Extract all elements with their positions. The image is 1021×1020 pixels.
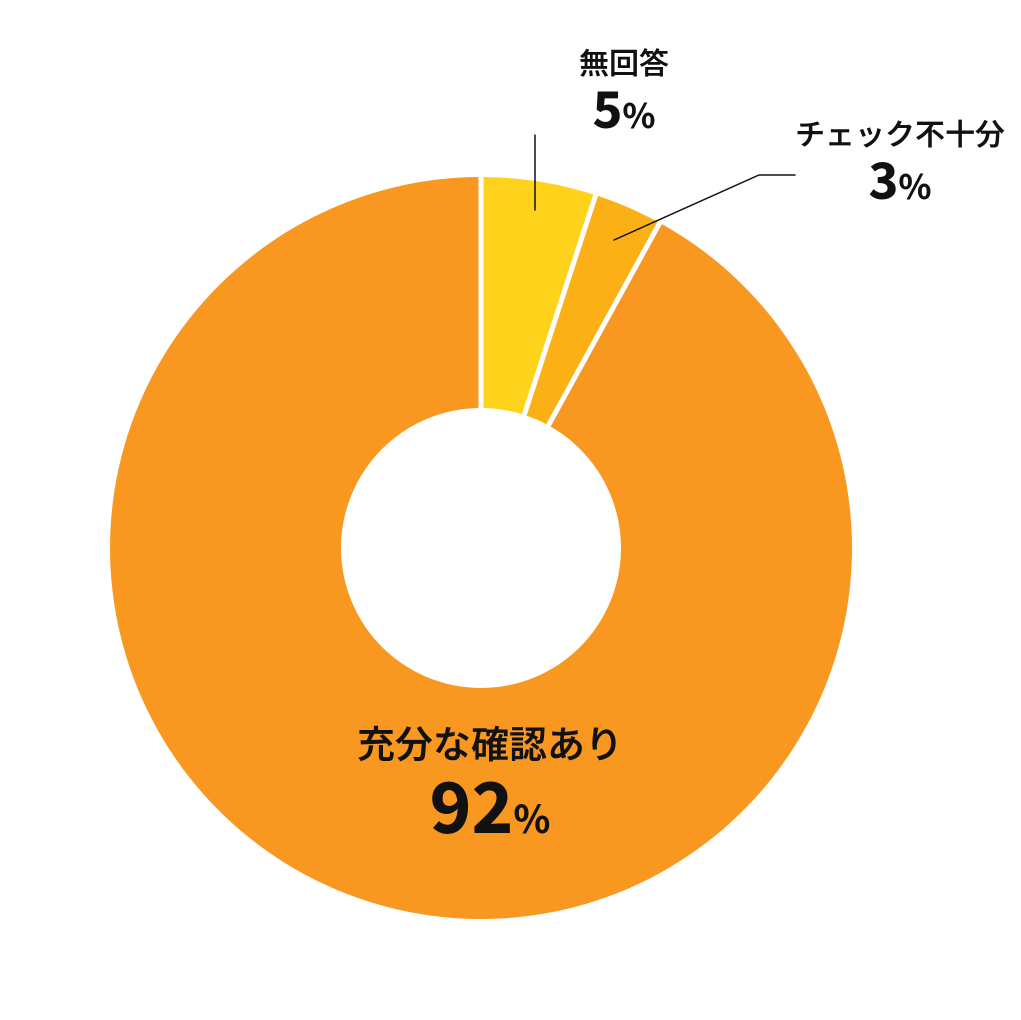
slice-value-sufficient: 92% xyxy=(430,764,551,845)
slice-value-insufficient: 3% xyxy=(868,150,931,208)
slice-name-no-answer: 無回答 xyxy=(524,44,724,79)
slice-label-sufficient: 充分な確認あり 92% xyxy=(330,720,650,844)
slice-label-insufficient: チェック不十分 3% xyxy=(770,115,1021,207)
donut-chart-container: 無回答 5% チェック不十分 3% 充分な確認あり 92% xyxy=(0,0,1021,1020)
slice-label-no-answer: 無回答 5% xyxy=(524,44,724,136)
slice-value-no-answer: 5% xyxy=(592,79,655,137)
